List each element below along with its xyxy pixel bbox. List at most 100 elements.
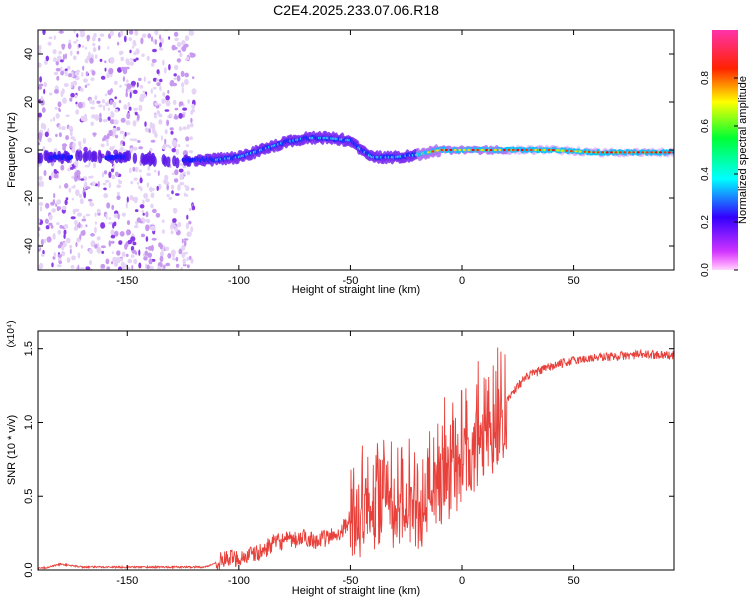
spectrogram-noise-cell <box>138 169 142 173</box>
spectrogram-noise-cell <box>161 98 166 104</box>
spectrogram-ridge-halo <box>132 152 138 164</box>
spectrogram-ridge-halo <box>126 150 132 162</box>
spectrogram-noise-cell <box>138 262 142 269</box>
spectrogram-noise-cell <box>65 197 69 201</box>
spectrogram-noise-cell <box>46 236 52 243</box>
spectrogram-noise-cell <box>180 162 184 167</box>
spectrogram-noise-cell <box>89 99 93 105</box>
colorbar-tick-label: 0.4 <box>700 167 711 181</box>
spectrogram-noise-cell <box>105 139 109 143</box>
spectrogram-noise-cell <box>100 245 106 249</box>
spectrogram-noise-cell <box>183 171 186 175</box>
spectrogram-noise-cell <box>107 116 111 121</box>
spectrogram-noise-cell <box>140 37 144 45</box>
spectrogram-noise-cell <box>124 131 127 137</box>
spectrogram-noise-cell <box>94 95 98 101</box>
spectrogram-x-tick-label: -100 <box>228 275 250 287</box>
spectrogram-noise-cell <box>80 87 84 92</box>
spectrogram-noise-cell <box>79 145 82 150</box>
spectrogram-noise-cell <box>136 181 140 185</box>
spectrogram-noise-cell <box>53 169 57 174</box>
spectrogram-noise-cell <box>172 251 176 258</box>
spectrogram-noise-cell <box>183 192 187 197</box>
spectrogram-noise-cell <box>55 67 61 72</box>
spectrogram-noise-cell <box>116 250 121 256</box>
spectrogram-noise-cell <box>136 113 140 121</box>
spectrogram-ridge-hotspot <box>453 148 457 152</box>
spectrogram-noise-cell <box>83 191 87 199</box>
spectrogram-noise-cell <box>173 31 179 37</box>
spectrogram-ridge-hotspot <box>619 151 622 154</box>
spectrogram-noise-cell <box>130 236 136 242</box>
spectrogram-ridge-hotspot <box>489 148 493 152</box>
spectrogram-ridge-hotspot <box>641 151 645 154</box>
spectrogram-ridge-hotspot <box>503 148 506 152</box>
spectrogram-ridge-halo <box>38 152 44 164</box>
snr-y-scale-label: (x10⁴) <box>6 320 17 347</box>
spectrogram-noise-cell <box>141 53 145 57</box>
spectrogram-noise-cell <box>61 205 67 211</box>
spectrogram-noise-cell <box>52 49 57 55</box>
spectrogram-noise-cell <box>161 219 165 224</box>
spectrogram-noise-cell <box>78 222 81 229</box>
spectrogram-noise-cell <box>113 213 119 219</box>
spectrogram-noise-cell <box>145 224 150 232</box>
spectrogram-noise-cell <box>81 72 84 77</box>
spectrogram-noise-cell <box>173 73 177 77</box>
spectrogram-noise-cell <box>172 82 178 87</box>
spectrogram-ridge-hotspot <box>569 150 573 153</box>
spectrogram-noise-cell <box>76 33 79 38</box>
spectrogram-noise-cell <box>181 45 187 52</box>
spectrogram-noise-cell <box>116 126 121 131</box>
spectrogram-noise-cell <box>120 56 124 62</box>
spectrogram-noise-cell <box>90 240 96 248</box>
spectrogram-noise-cell <box>191 88 197 95</box>
spectrogram-noise-cell <box>135 57 139 61</box>
spectrogram-noise-cell <box>108 217 111 220</box>
spectrogram-noise-cell <box>171 172 175 176</box>
spectrogram-ridge-halo <box>93 151 98 163</box>
spectrogram-noise-cell <box>116 256 121 263</box>
spectrogram-noise-cell <box>54 106 58 110</box>
spectrogram-noise-cell <box>184 72 189 78</box>
spectrogram-noise-cell <box>190 110 194 115</box>
spectrogram-noise-cell <box>88 248 93 255</box>
spectrogram-noise-cell <box>152 48 157 53</box>
spectrogram-noise-cell <box>117 191 120 196</box>
spectrogram-noise-cell <box>76 50 80 55</box>
spectrogram-noise-cell <box>64 68 68 71</box>
spectrogram-noise-cell <box>133 258 138 265</box>
spectrogram-ridge-hotspot <box>480 148 484 152</box>
spectrogram-noise-cell <box>68 73 72 78</box>
spectrogram-noise-cell <box>98 117 103 123</box>
spectrogram-noise-cell <box>53 71 59 76</box>
snr-frame <box>37 330 675 571</box>
spectrogram-noise-cell <box>181 244 186 251</box>
spectrogram-noise-cell <box>38 227 41 231</box>
spectrogram-noise-cell <box>108 67 114 75</box>
spectrogram-noise-cell <box>132 146 138 151</box>
spectrogram-noise-cell <box>154 39 157 45</box>
spectrogram-noise-cell <box>128 106 132 111</box>
spectrogram-noise-cell <box>59 224 63 229</box>
spectrogram-noise-cell <box>184 78 189 86</box>
spectrogram-noise-cell <box>53 193 56 199</box>
spectrogram-noise-cell <box>126 220 131 226</box>
colorbar: 0.0 0.2 0.4 0.6 0.8 Normalized spectral ampl… <box>700 30 749 277</box>
spectrogram-ridge-hotspot <box>485 148 488 152</box>
spectrogram-noise-cell <box>58 260 62 264</box>
spectrogram-noise-cell <box>189 123 194 128</box>
spectrogram-noise-cell <box>70 136 75 140</box>
spectrogram-ridge-hotspot <box>449 148 453 152</box>
spectrogram-noise-cell <box>121 251 126 258</box>
spectrogram-noise-cell <box>159 34 162 40</box>
spectrogram-noise-cell <box>42 146 46 152</box>
spectrogram-noise-cell <box>113 103 117 108</box>
snr-y-tick-label: 0.0 <box>23 562 35 577</box>
spectrogram-noise-cell <box>91 181 96 186</box>
spectrogram-noise-cell <box>190 117 193 123</box>
spectrogram-noise-cell <box>120 261 125 267</box>
spectrogram-noise-cell <box>185 185 190 192</box>
spectrogram-noise-cell <box>142 90 146 94</box>
spectrogram-noise-cell <box>138 104 143 112</box>
